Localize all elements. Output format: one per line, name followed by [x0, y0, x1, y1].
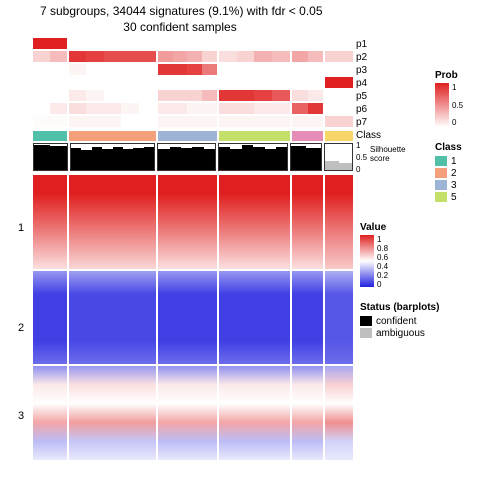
- legend-value: Value 10.80.60.40.20: [360, 222, 388, 287]
- heatmap-block: [292, 175, 323, 269]
- heatmap-col: [33, 175, 67, 460]
- sil-tick-1: 1: [356, 141, 360, 150]
- sil-group: [290, 143, 322, 171]
- sil-tick-0: 0: [356, 165, 360, 174]
- heatmap-block: [219, 366, 290, 460]
- class-cell: [158, 131, 217, 141]
- legend-class-item: 1: [435, 155, 462, 167]
- legend-class-item: 5: [435, 191, 462, 203]
- anno-row-p4: [33, 77, 353, 88]
- row-cluster-label: 2: [18, 322, 24, 334]
- heatmap-block: [33, 271, 67, 365]
- class-cell: [33, 131, 67, 141]
- heatmap-block: [292, 271, 323, 365]
- heatmap-block: [325, 366, 353, 460]
- heatmap-block: [69, 366, 156, 460]
- heatmap-col: [219, 175, 290, 460]
- sil-group: [157, 143, 216, 171]
- sil-group: [33, 143, 68, 171]
- legend-prob-title: Prob: [435, 70, 463, 81]
- heatmap-col: [158, 175, 217, 460]
- annotation-rows: [33, 38, 353, 129]
- legend-status: Status (barplots) confidentambiguous: [360, 302, 439, 339]
- anno-label: p5: [356, 90, 381, 103]
- legend-prob: Prob 10.50: [435, 70, 463, 127]
- heatmap-block: [69, 271, 156, 365]
- row-cluster-label: 3: [18, 410, 24, 422]
- legend-class-item: 2: [435, 167, 462, 179]
- anno-row-p3: [33, 64, 353, 75]
- title-line2: 30 confident samples: [40, 20, 320, 36]
- legend-status-item: ambiguous: [360, 327, 439, 339]
- anno-label: p3: [356, 64, 381, 77]
- legend-class-title: Class: [435, 142, 462, 153]
- anno-row-p2: [33, 51, 353, 62]
- heatmap: [33, 175, 353, 460]
- sil-tick-05: 0.5: [356, 153, 367, 162]
- heatmap-block: [158, 271, 217, 365]
- legend-status-item: confident: [360, 315, 439, 327]
- anno-label: p1: [356, 38, 381, 51]
- anno-row-p7: [33, 116, 353, 127]
- heatmap-block: [292, 366, 323, 460]
- sil-group: [324, 143, 353, 171]
- title-line1: 7 subgroups, 34044 signatures (9.1%) wit…: [40, 4, 360, 20]
- class-row: [33, 131, 353, 141]
- heatmap-col: [69, 175, 156, 460]
- legend-value-ticks: 10.80.60.40.20: [377, 235, 388, 287]
- heatmap-block: [219, 175, 290, 269]
- figure-title: 7 subgroups, 34044 signatures (9.1%) wit…: [40, 4, 360, 35]
- heatmap-col: [292, 175, 323, 460]
- heatmap-block: [158, 366, 217, 460]
- legend-class-item: 3: [435, 179, 462, 191]
- heatmap-block: [33, 175, 67, 269]
- row-cluster-label: 1: [18, 222, 24, 234]
- class-cell: [219, 131, 290, 141]
- annotation-row-labels: p1p2p3p4p5p6p7Class: [356, 38, 381, 142]
- legend-prob-ticks: 10.50: [452, 83, 463, 127]
- anno-row-p5: [33, 90, 353, 101]
- heatmap-block: [325, 175, 353, 269]
- heatmap-block: [33, 366, 67, 460]
- heatmap-col: [325, 175, 353, 460]
- anno-label: p7: [356, 116, 381, 129]
- anno-label: p4: [356, 77, 381, 90]
- legend-value-title: Value: [360, 222, 388, 233]
- legend-class: Class 1235: [435, 142, 462, 203]
- heatmap-block: [69, 175, 156, 269]
- class-cell: [325, 131, 353, 141]
- silhouette-barplot: [33, 143, 353, 171]
- legend-status-title: Status (barplots): [360, 302, 439, 313]
- class-cell: [292, 131, 323, 141]
- heatmap-block: [219, 271, 290, 365]
- sil-group: [218, 143, 289, 171]
- class-cell: [69, 131, 156, 141]
- anno-row-p6: [33, 103, 353, 114]
- figure-root: 7 subgroups, 34044 signatures (9.1%) wit…: [0, 0, 504, 504]
- anno-row-p1: [33, 38, 353, 49]
- sil-group: [70, 143, 155, 171]
- legend-prob-gradient: [435, 83, 449, 127]
- anno-label: p6: [356, 103, 381, 116]
- sil-side-label: Silhouette score: [370, 145, 406, 163]
- anno-label: p2: [356, 51, 381, 64]
- legend-value-gradient: [360, 235, 374, 287]
- heatmap-block: [325, 271, 353, 365]
- heatmap-block: [158, 175, 217, 269]
